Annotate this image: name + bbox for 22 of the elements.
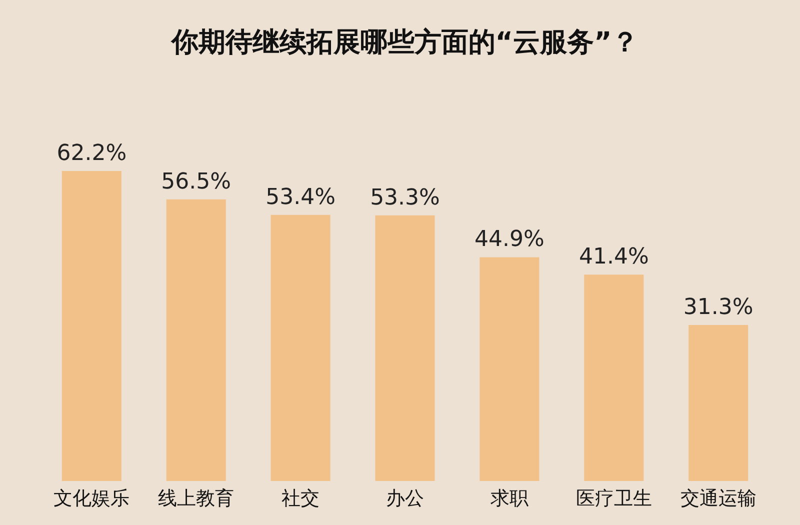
x-tick-label: 办公 [386,488,424,510]
bar [688,325,748,481]
bar [166,199,226,481]
x-tick-label: 交通运输 [680,488,756,510]
data-label: 31.3% [683,295,754,320]
data-label: 44.9% [474,227,544,252]
x-tick-label: 文化娱乐 [54,488,130,510]
data-label: 41.4% [578,244,649,270]
data-label: 56.5% [161,169,232,194]
bar [375,215,435,481]
chart-title: 你期待继续拓展哪些方面的“云服务”？ [170,27,639,58]
x-tick-label: 线上教育 [158,488,234,510]
x-tick-label: 求职 [490,488,528,510]
data-label: 53.3% [370,185,440,210]
x-tick-label: 社交 [282,488,320,510]
bar [584,274,644,481]
bar [270,214,330,481]
bar [62,171,122,481]
data-label: 53.4% [266,184,336,210]
bar [480,257,540,481]
x-tick-label: 医疗卫生 [576,488,652,510]
data-label: 62.2% [56,141,127,166]
